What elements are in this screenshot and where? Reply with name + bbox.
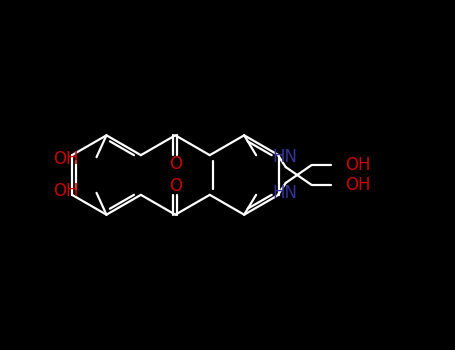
Text: HN: HN	[272, 184, 297, 202]
Text: OH: OH	[345, 176, 371, 194]
Text: OH: OH	[53, 182, 79, 200]
Text: OH: OH	[53, 150, 79, 168]
Text: O: O	[169, 155, 182, 173]
Text: HN: HN	[272, 148, 297, 166]
Text: OH: OH	[345, 156, 371, 174]
Text: O: O	[169, 177, 182, 195]
